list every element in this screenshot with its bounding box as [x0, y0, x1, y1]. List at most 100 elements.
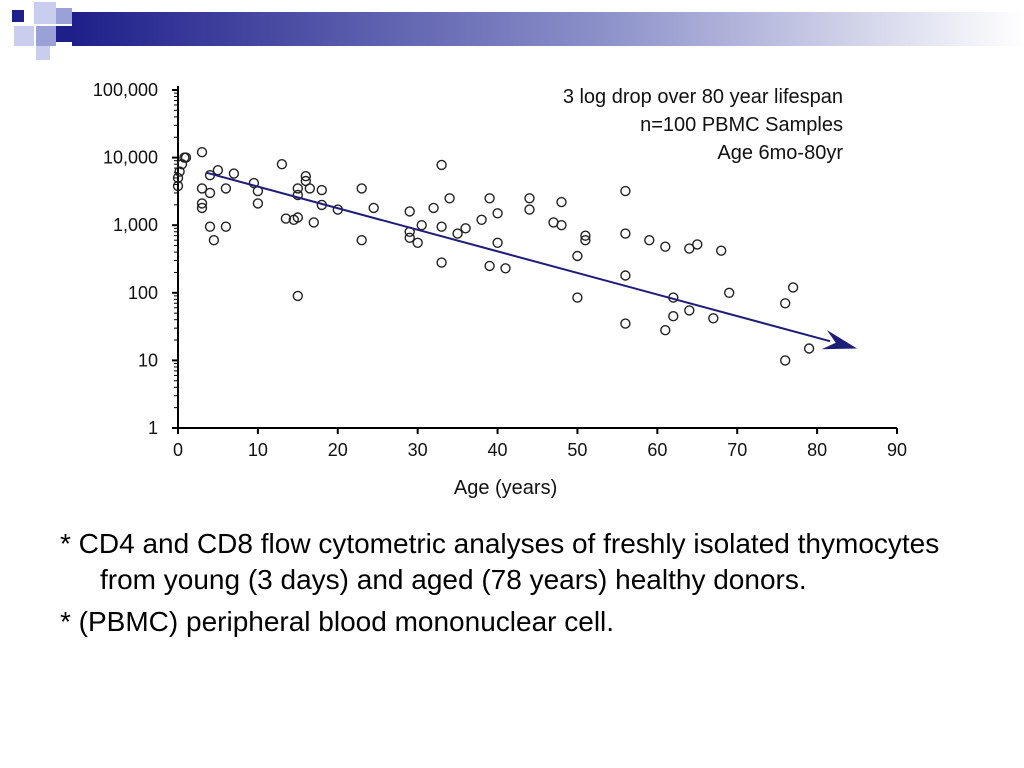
y-tick-label: 10: [138, 350, 158, 370]
data-point: [292, 183, 303, 194]
axes: 1 10 100 1,000 10,000 100,000 0 10 20 30 40 50 60 70 8…: [93, 80, 907, 499]
data-point: [228, 168, 240, 179]
annotation-line-3: Age 6mo-80yr: [717, 142, 843, 164]
data-point: [668, 310, 679, 322]
data-point: [356, 183, 367, 194]
x-tick-label: 10: [248, 440, 268, 460]
data-point: [572, 250, 583, 262]
data-point: [196, 198, 208, 209]
data-point: [308, 217, 319, 228]
data-point: [404, 206, 415, 217]
decor-square-2: [34, 2, 56, 24]
data-point: [716, 245, 727, 256]
data-point: [428, 202, 439, 214]
x-tick-label: 70: [727, 440, 747, 460]
trend-arrowhead: [821, 329, 858, 350]
slide-header-decoration: [12, 2, 1024, 60]
decor-square-4: [14, 26, 34, 46]
data-point: [572, 292, 583, 303]
data-point: [196, 183, 208, 194]
data-point: [292, 290, 303, 302]
x-tick-label: 90: [887, 440, 907, 460]
annotation-line-1: 3 log drop over 80 year lifespan: [563, 86, 843, 108]
decor-square-5: [36, 26, 56, 46]
data-point: [524, 193, 535, 204]
data-points: [172, 146, 815, 366]
decor-square-3: [56, 8, 72, 24]
data-point: [780, 355, 791, 366]
data-point: [172, 172, 184, 184]
data-point: [204, 221, 216, 232]
x-axis-title: Age (years): [454, 477, 557, 499]
data-point: [416, 219, 427, 231]
data-point: [204, 187, 216, 199]
data-point: [724, 287, 735, 299]
data-point: [620, 185, 631, 197]
data-point: [292, 189, 303, 201]
data-point: [248, 177, 260, 189]
data-point: [220, 183, 232, 194]
data-point: [692, 239, 703, 250]
data-point: [684, 305, 695, 316]
data-point: [492, 208, 503, 219]
data-point: [484, 260, 495, 272]
y-tick-label: 1,000: [113, 215, 158, 235]
data-point: [660, 325, 671, 336]
y-tick-label: 100: [128, 283, 158, 303]
data-point: [580, 234, 591, 246]
bullet-item-2: * (PBMC) peripheral blood mononuclear ce…: [60, 606, 615, 637]
scatter-chart: 1 10 100 1,000 10,000 100,000 0 10 20 30 40 50 60 70 8…: [93, 80, 907, 499]
data-point: [492, 237, 503, 249]
data-point: [220, 221, 232, 232]
data-point: [444, 193, 455, 204]
x-tick-label: 0: [173, 440, 183, 460]
data-point: [620, 318, 631, 329]
data-point: [252, 198, 264, 209]
bullet-item-1: * CD4 and CD8 flow cytometric analyses o…: [60, 528, 940, 595]
data-point: [556, 219, 567, 231]
annotation-line-2: n=100 PBMC Samples: [640, 114, 843, 136]
data-point: [304, 183, 315, 194]
data-point: [476, 214, 487, 226]
data-point: [787, 282, 799, 293]
data-point: [708, 313, 719, 324]
x-tick-label: 50: [567, 440, 587, 460]
data-point: [356, 234, 367, 246]
data-point: [644, 234, 655, 246]
bullet-list: * CD4 and CD8 flow cytometric analyses o…: [60, 526, 980, 646]
data-point: [208, 234, 220, 246]
x-tick-label: 30: [408, 440, 428, 460]
x-tick-label: 40: [488, 440, 508, 460]
decor-square-1: [12, 10, 24, 22]
data-point: [660, 241, 671, 252]
data-point: [212, 164, 224, 176]
data-point: [412, 237, 423, 249]
trend-arrow: [205, 171, 858, 350]
data-point: [460, 223, 471, 234]
y-tick-label: 100,000: [93, 80, 158, 100]
data-point: [368, 202, 379, 214]
data-point: [174, 166, 185, 177]
header-gradient-bar: [72, 12, 1024, 46]
data-point: [280, 213, 292, 224]
data-point: [452, 228, 463, 239]
decor-square-7: [36, 46, 50, 60]
x-tick-label: 60: [647, 440, 667, 460]
y-tick-label: 10,000: [103, 148, 158, 168]
data-point: [524, 204, 535, 215]
data-point: [180, 152, 192, 163]
data-point: [300, 170, 311, 182]
x-tick-label: 20: [328, 440, 348, 460]
y-tick-label: 1: [148, 418, 158, 438]
data-point: [316, 184, 327, 196]
data-point: [436, 257, 447, 268]
data-point: [620, 270, 631, 281]
data-point: [436, 159, 447, 171]
data-point: [172, 180, 184, 192]
data-point: [484, 193, 495, 204]
data-point: [556, 196, 567, 208]
data-point: [580, 230, 591, 241]
data-point: [196, 202, 208, 214]
data-point: [292, 212, 303, 223]
data-point: [500, 263, 511, 274]
